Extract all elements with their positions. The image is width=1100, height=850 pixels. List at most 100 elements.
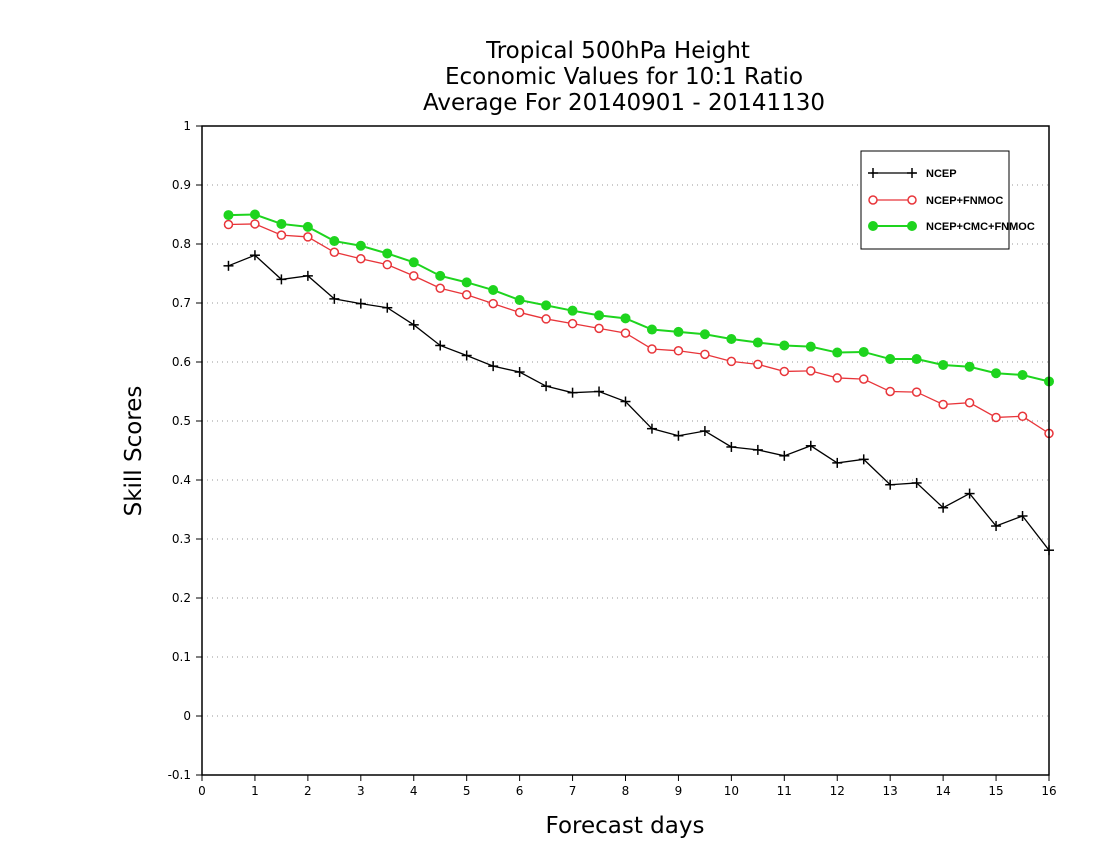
chart-title-line-2: Economic Values for 10:1 Ratio — [445, 64, 803, 90]
data-point — [699, 426, 710, 437]
data-point — [567, 305, 578, 316]
data-point — [938, 359, 949, 370]
grid-lines — [202, 184, 1049, 717]
x-tick-label: 11 — [777, 784, 792, 798]
y-tick-label: 0.2 — [172, 591, 191, 605]
legend-label: NCEP+FNMOC — [926, 195, 1003, 207]
x-tick-label: 10 — [724, 784, 739, 798]
data-point — [991, 412, 1001, 423]
data-point — [302, 221, 313, 232]
data-point — [753, 359, 763, 370]
data-point — [805, 341, 816, 352]
plot-frame — [201, 125, 1050, 776]
data-point — [276, 230, 287, 240]
data-point — [938, 399, 948, 410]
data-point — [752, 444, 763, 455]
data-point — [382, 259, 393, 270]
data-point — [673, 430, 684, 441]
data-point — [514, 367, 525, 378]
legend-marker — [907, 168, 917, 178]
series-1 — [223, 219, 1054, 439]
data-point — [911, 354, 922, 365]
data-point — [594, 323, 604, 334]
data-point — [858, 346, 869, 357]
data-point — [250, 219, 260, 229]
data-point — [302, 270, 313, 281]
data-point — [726, 356, 737, 367]
y-tick-label: 1 — [183, 119, 191, 133]
y-tick-label: -0.1 — [168, 768, 191, 782]
x-tick-label: 13 — [883, 784, 898, 798]
y-tick-label: 0.6 — [172, 355, 191, 369]
y-tick-label: 0.3 — [172, 532, 191, 546]
data-point — [700, 349, 710, 360]
chart-title-line-1: Tropical 500hPa Height — [485, 38, 750, 64]
y-tick-label: 0.8 — [172, 237, 191, 251]
x-tick-label: 4 — [410, 784, 418, 798]
data-point — [806, 366, 816, 376]
x-tick-label: 1 — [251, 784, 259, 798]
data-point — [1017, 510, 1028, 521]
x-tick-label: 0 — [198, 784, 206, 798]
data-point — [488, 285, 499, 296]
data-point — [832, 373, 842, 383]
y-tick-label: 0.7 — [172, 296, 191, 310]
x-axis-label: Forecast days — [546, 813, 705, 839]
data-point — [223, 219, 234, 230]
x-tick-label: 14 — [935, 784, 950, 798]
data-point — [832, 457, 843, 468]
data-point — [461, 350, 472, 361]
data-point — [991, 521, 1002, 532]
legend-entry: NCEP — [868, 168, 957, 180]
data-point — [249, 250, 260, 261]
data-point — [646, 324, 657, 335]
data-point — [726, 441, 737, 452]
data-point — [409, 271, 419, 281]
data-point — [699, 329, 710, 340]
x-tick-label: 8 — [622, 784, 630, 798]
chart-title: Tropical 500hPa Height Economic Values f… — [423, 38, 825, 116]
data-point — [488, 361, 499, 372]
data-point — [541, 314, 551, 324]
data-point — [858, 374, 869, 384]
legend-entry: NCEP+CMC+FNMOC — [868, 221, 1035, 233]
data-point — [726, 333, 737, 344]
data-point — [303, 232, 313, 242]
x-tick-label: 3 — [357, 784, 365, 798]
data-point — [541, 381, 552, 392]
y-tick-label: 0.9 — [172, 178, 191, 192]
data-point — [223, 260, 234, 271]
data-point — [779, 450, 790, 461]
data-point — [594, 310, 605, 321]
data-point — [567, 318, 578, 329]
data-point — [885, 386, 895, 397]
data-point — [461, 289, 472, 300]
data-point — [382, 248, 393, 259]
chart-title-line-3: Average For 20140901 - 20141130 — [423, 90, 825, 116]
data-point — [964, 488, 975, 499]
data-point — [991, 368, 1002, 379]
series-line — [228, 223, 1050, 434]
data-point — [858, 454, 869, 465]
data-point — [938, 502, 949, 513]
data-point — [249, 209, 260, 220]
x-tick-label: 9 — [675, 784, 683, 798]
x-tick-label: 12 — [830, 784, 845, 798]
data-point — [752, 337, 763, 348]
data-point — [1017, 411, 1028, 422]
data-point — [779, 366, 790, 377]
data-point — [911, 477, 922, 488]
data-point — [435, 340, 446, 351]
data-point — [620, 328, 631, 338]
data-point — [885, 479, 896, 490]
series-2 — [223, 209, 1054, 387]
data-point — [355, 240, 366, 251]
x-tick-label: 16 — [1041, 784, 1056, 798]
x-tick-label: 5 — [463, 784, 471, 798]
data-point — [329, 236, 340, 247]
data-point — [673, 326, 684, 337]
x-tick-label: 15 — [988, 784, 1003, 798]
y-tick-label: 0.1 — [172, 650, 191, 664]
data-point — [356, 254, 366, 264]
